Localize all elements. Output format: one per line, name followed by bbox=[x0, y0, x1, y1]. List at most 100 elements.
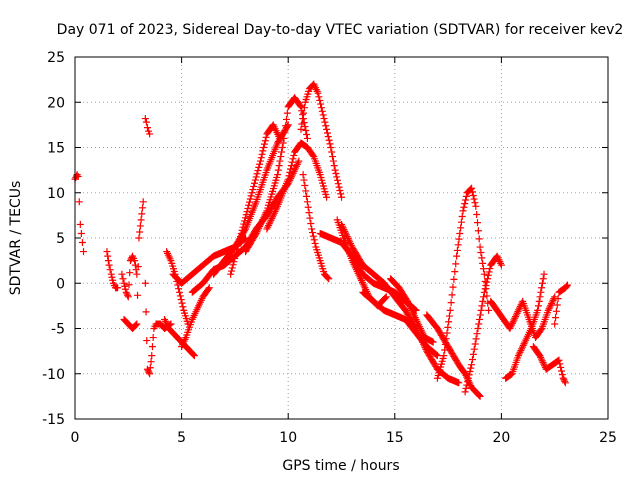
y-axis-tick-labels: -15 -10 -5 0 5 10 15 20 25 bbox=[42, 50, 65, 428]
data-point bbox=[534, 306, 542, 314]
data-point bbox=[309, 232, 317, 240]
data-point bbox=[256, 157, 264, 165]
data-point bbox=[302, 127, 310, 135]
data-point bbox=[433, 351, 441, 359]
data-point bbox=[464, 374, 472, 382]
data-point bbox=[511, 314, 519, 322]
series-arc-o bbox=[299, 171, 333, 283]
data-point bbox=[534, 302, 542, 310]
series-arc-g bbox=[178, 284, 213, 351]
data-point bbox=[138, 210, 146, 218]
data-point bbox=[537, 326, 545, 334]
data-point bbox=[514, 308, 522, 316]
data-point bbox=[251, 176, 259, 184]
grid-lines bbox=[75, 57, 608, 419]
data-point bbox=[121, 282, 129, 290]
data-point bbox=[123, 290, 131, 298]
x-tick-label: 20 bbox=[492, 430, 510, 446]
data-point bbox=[141, 115, 149, 123]
data-point bbox=[148, 343, 156, 351]
data-point bbox=[141, 279, 149, 287]
data-point bbox=[274, 166, 282, 174]
x-tick-label: 25 bbox=[599, 430, 617, 446]
data-point bbox=[227, 267, 235, 275]
data-point bbox=[556, 360, 564, 368]
data-point bbox=[403, 296, 411, 304]
data-point bbox=[327, 144, 335, 151]
data-point bbox=[338, 193, 345, 201]
data-point bbox=[296, 101, 304, 109]
series-arc-s bbox=[359, 288, 441, 360]
data-point bbox=[311, 239, 319, 247]
data-point bbox=[538, 284, 546, 292]
data-point bbox=[300, 176, 308, 184]
series-arc-early bbox=[71, 171, 88, 256]
data-point bbox=[142, 308, 150, 316]
data-point bbox=[259, 147, 267, 155]
data-point bbox=[508, 319, 516, 327]
data-point bbox=[329, 153, 337, 161]
data-point bbox=[471, 340, 479, 348]
data-point bbox=[539, 358, 547, 366]
data-point bbox=[309, 229, 317, 237]
data-series bbox=[71, 80, 571, 400]
data-point bbox=[476, 315, 484, 323]
data-point bbox=[321, 118, 329, 126]
data-point bbox=[304, 203, 312, 211]
data-point bbox=[261, 137, 269, 145]
data-point bbox=[468, 184, 476, 192]
data-point bbox=[103, 248, 111, 256]
series-arc-m bbox=[263, 139, 331, 233]
data-point bbox=[508, 321, 516, 329]
data-point bbox=[482, 282, 490, 290]
data-point bbox=[469, 350, 477, 358]
series-arc-end bbox=[551, 281, 571, 328]
data-point bbox=[477, 248, 485, 256]
data-point bbox=[468, 356, 476, 364]
data-point bbox=[547, 301, 555, 309]
data-point bbox=[303, 192, 311, 200]
data-point bbox=[462, 192, 470, 200]
data-point bbox=[301, 182, 309, 190]
data-point bbox=[475, 235, 483, 243]
data-point bbox=[520, 340, 528, 348]
y-tick-label: -5 bbox=[51, 322, 65, 338]
data-point bbox=[228, 264, 236, 272]
x-tick-label: 0 bbox=[71, 430, 80, 446]
data-point bbox=[323, 193, 331, 201]
data-point bbox=[456, 229, 464, 237]
data-point bbox=[241, 214, 249, 222]
data-point bbox=[305, 209, 313, 217]
series-arc-c bbox=[120, 198, 147, 332]
data-point bbox=[204, 285, 212, 293]
data-point bbox=[476, 243, 484, 251]
data-point bbox=[506, 325, 514, 332]
data-point bbox=[447, 299, 455, 307]
data-point bbox=[443, 329, 451, 337]
data-point bbox=[205, 284, 213, 292]
data-point bbox=[433, 352, 441, 360]
data-point bbox=[462, 196, 470, 204]
data-point bbox=[461, 200, 469, 208]
y-tick-label: 0 bbox=[56, 276, 65, 292]
data-point bbox=[484, 275, 492, 283]
data-point bbox=[286, 168, 294, 176]
data-point bbox=[258, 150, 266, 158]
data-point bbox=[317, 104, 325, 112]
data-point bbox=[551, 320, 559, 328]
data-point bbox=[440, 352, 448, 360]
data-point bbox=[479, 259, 487, 267]
data-point bbox=[544, 306, 552, 314]
data-point bbox=[515, 306, 523, 314]
data-point bbox=[308, 225, 316, 233]
data-point bbox=[303, 198, 311, 206]
data-point bbox=[497, 261, 505, 269]
data-point bbox=[234, 242, 242, 250]
data-point bbox=[446, 306, 454, 314]
data-point bbox=[475, 391, 483, 399]
data-point bbox=[476, 392, 484, 400]
data-point bbox=[480, 288, 488, 296]
data-point bbox=[554, 295, 562, 303]
data-point bbox=[538, 357, 546, 365]
data-point bbox=[558, 371, 566, 379]
